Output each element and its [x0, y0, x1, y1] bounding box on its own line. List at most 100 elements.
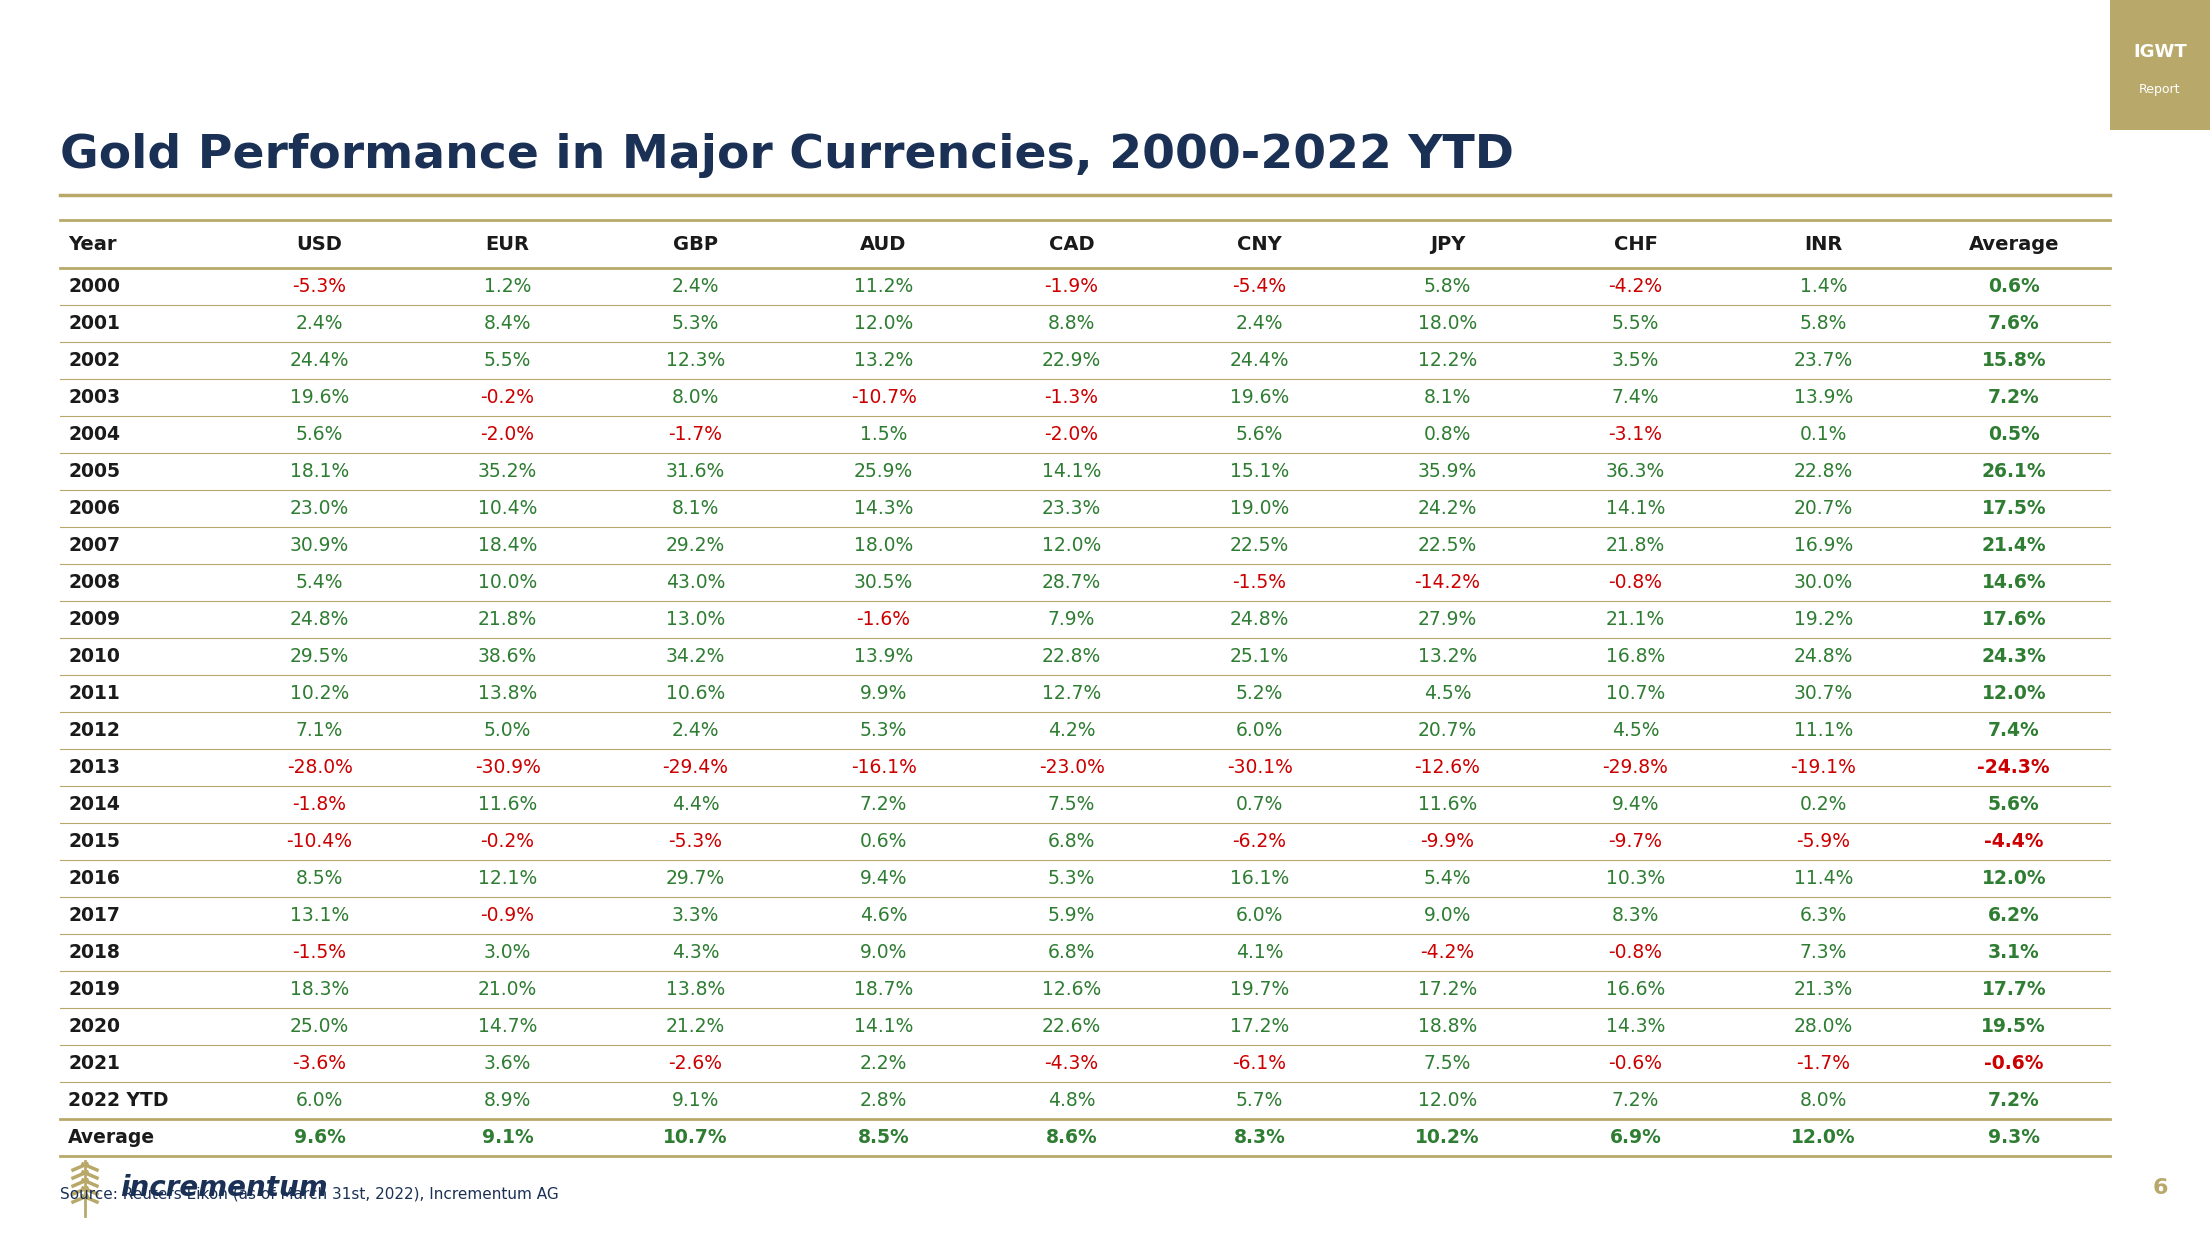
Text: 21.1%: 21.1%: [1607, 610, 1664, 629]
Text: 2022 YTD: 2022 YTD: [69, 1091, 168, 1109]
Text: 22.9%: 22.9%: [1041, 351, 1101, 369]
Text: Gold Performance in Major Currencies, 2000-2022 YTD: Gold Performance in Major Currencies, 20…: [60, 132, 1514, 177]
Text: 24.4%: 24.4%: [1229, 351, 1288, 369]
Text: 7.2%: 7.2%: [860, 795, 908, 814]
Text: 31.6%: 31.6%: [665, 462, 725, 480]
Text: 10.2%: 10.2%: [290, 684, 349, 703]
Text: 2.4%: 2.4%: [672, 277, 718, 296]
Text: 30.7%: 30.7%: [1795, 684, 1854, 703]
Text: 18.3%: 18.3%: [290, 980, 349, 998]
Text: Source: Reuters Eikon (as of March 31st, 2022), Incrementum AG: Source: Reuters Eikon (as of March 31st,…: [60, 1187, 559, 1202]
Text: 0.5%: 0.5%: [1987, 426, 2040, 444]
Text: 2002: 2002: [69, 351, 119, 369]
Text: 25.1%: 25.1%: [1231, 646, 1288, 666]
Text: 2017: 2017: [69, 906, 119, 925]
Text: 3.0%: 3.0%: [484, 943, 530, 962]
Text: 19.6%: 19.6%: [1231, 388, 1288, 407]
Text: 2015: 2015: [69, 832, 119, 851]
Text: GBP: GBP: [674, 235, 718, 253]
Text: 11.6%: 11.6%: [1419, 795, 1476, 814]
Text: 10.3%: 10.3%: [1607, 869, 1664, 889]
Text: -0.8%: -0.8%: [1609, 943, 1662, 962]
Text: 7.6%: 7.6%: [1987, 314, 2040, 333]
Text: 27.9%: 27.9%: [1419, 610, 1476, 629]
Text: 6.8%: 6.8%: [1048, 832, 1096, 851]
Text: 8.1%: 8.1%: [672, 499, 718, 518]
Text: 24.8%: 24.8%: [1231, 610, 1288, 629]
Text: CNY: CNY: [1238, 235, 1282, 253]
Text: -5.9%: -5.9%: [1797, 832, 1850, 851]
Text: -3.6%: -3.6%: [292, 1055, 347, 1073]
Text: 38.6%: 38.6%: [477, 646, 537, 666]
Text: -3.1%: -3.1%: [1609, 426, 1662, 444]
Text: 12.1%: 12.1%: [477, 869, 537, 889]
Text: 18.0%: 18.0%: [1419, 314, 1476, 333]
Text: 14.3%: 14.3%: [853, 499, 913, 518]
Text: 12.7%: 12.7%: [1041, 684, 1101, 703]
Text: 29.5%: 29.5%: [290, 646, 349, 666]
Text: 9.4%: 9.4%: [1611, 795, 1660, 814]
Text: 10.4%: 10.4%: [477, 499, 537, 518]
Text: -24.3%: -24.3%: [1978, 758, 2051, 778]
Text: -19.1%: -19.1%: [1790, 758, 1856, 778]
Text: 10.7%: 10.7%: [663, 1128, 727, 1147]
Text: 13.8%: 13.8%: [477, 684, 537, 703]
Text: 30.9%: 30.9%: [290, 535, 349, 555]
Text: 4.5%: 4.5%: [1611, 721, 1660, 740]
Text: -1.6%: -1.6%: [857, 610, 911, 629]
Text: 7.5%: 7.5%: [1423, 1055, 1472, 1073]
Text: 10.0%: 10.0%: [477, 573, 537, 592]
Text: Average: Average: [69, 1128, 155, 1147]
Text: 10.2%: 10.2%: [1414, 1128, 1481, 1147]
Text: 2004: 2004: [69, 426, 119, 444]
Text: 5.8%: 5.8%: [1799, 314, 1848, 333]
Text: JPY: JPY: [1430, 235, 1465, 253]
Text: 18.1%: 18.1%: [290, 462, 349, 480]
Text: 20.7%: 20.7%: [1795, 499, 1854, 518]
Text: 21.3%: 21.3%: [1795, 980, 1854, 998]
Text: 25.0%: 25.0%: [290, 1017, 349, 1036]
Text: 16.8%: 16.8%: [1607, 646, 1664, 666]
Text: 12.6%: 12.6%: [1041, 980, 1101, 998]
Text: 10.6%: 10.6%: [665, 684, 725, 703]
Text: 36.3%: 36.3%: [1607, 462, 1664, 480]
Text: -0.2%: -0.2%: [480, 388, 535, 407]
Text: -2.0%: -2.0%: [1045, 426, 1098, 444]
Text: CHF: CHF: [1613, 235, 1658, 253]
Text: Report: Report: [2139, 84, 2181, 96]
Text: 23.0%: 23.0%: [290, 499, 349, 518]
Text: 4.3%: 4.3%: [672, 943, 718, 962]
Text: -30.1%: -30.1%: [1227, 758, 1293, 778]
Text: 9.0%: 9.0%: [860, 943, 908, 962]
Text: 7.5%: 7.5%: [1048, 795, 1096, 814]
Text: 15.1%: 15.1%: [1231, 462, 1288, 480]
Text: 2018: 2018: [69, 943, 119, 962]
Text: 13.9%: 13.9%: [853, 646, 913, 666]
Text: 12.3%: 12.3%: [665, 351, 725, 369]
Text: -6.2%: -6.2%: [1233, 832, 1286, 851]
Text: 2.2%: 2.2%: [860, 1055, 908, 1073]
Text: 6.9%: 6.9%: [1609, 1128, 1662, 1147]
Text: 2016: 2016: [69, 869, 119, 889]
Text: 2008: 2008: [69, 573, 119, 592]
Text: 21.8%: 21.8%: [1607, 535, 1664, 555]
Text: 4.8%: 4.8%: [1048, 1091, 1096, 1109]
Text: 29.2%: 29.2%: [665, 535, 725, 555]
Text: 8.5%: 8.5%: [296, 869, 343, 889]
Text: 17.2%: 17.2%: [1419, 980, 1476, 998]
Text: 2009: 2009: [69, 610, 119, 629]
Text: 18.8%: 18.8%: [1419, 1017, 1476, 1036]
Text: 2010: 2010: [69, 646, 119, 666]
Text: 19.2%: 19.2%: [1795, 610, 1854, 629]
Text: 35.9%: 35.9%: [1419, 462, 1476, 480]
Text: -9.7%: -9.7%: [1609, 832, 1662, 851]
Text: -1.7%: -1.7%: [670, 426, 723, 444]
Text: 9.0%: 9.0%: [1423, 906, 1472, 925]
Text: 23.7%: 23.7%: [1795, 351, 1854, 369]
Text: 13.0%: 13.0%: [665, 610, 725, 629]
Text: 8.0%: 8.0%: [672, 388, 718, 407]
Text: 6.0%: 6.0%: [1235, 906, 1284, 925]
Text: 10.7%: 10.7%: [1607, 684, 1664, 703]
Text: 11.6%: 11.6%: [477, 795, 537, 814]
Text: 11.4%: 11.4%: [1795, 869, 1854, 889]
